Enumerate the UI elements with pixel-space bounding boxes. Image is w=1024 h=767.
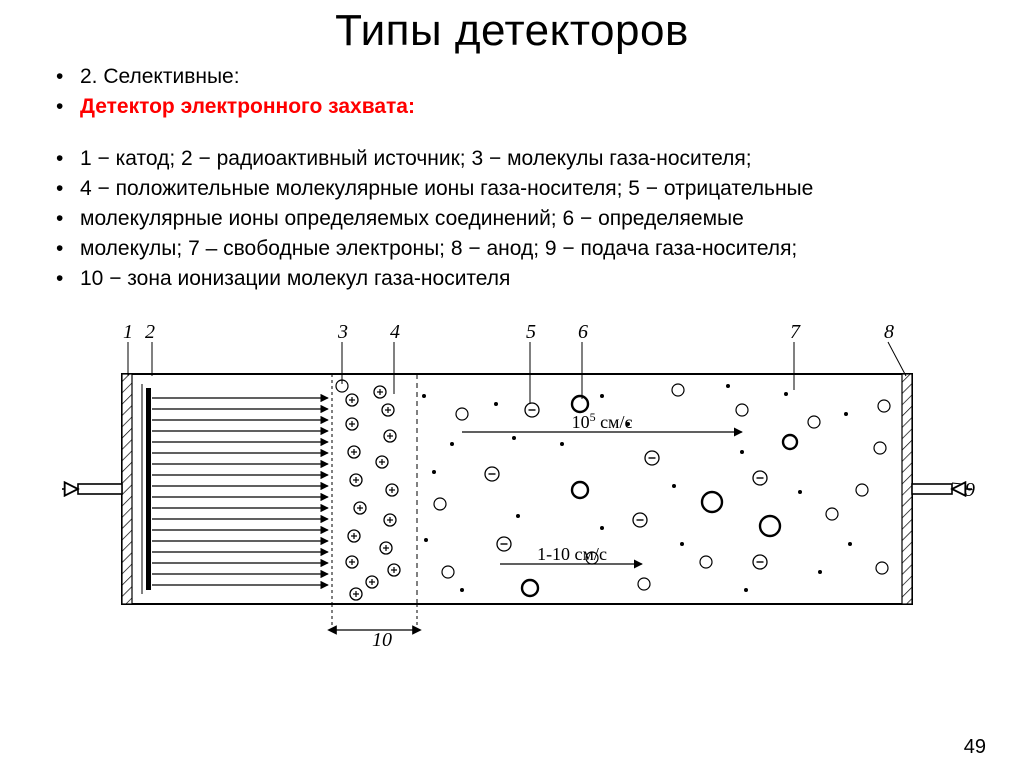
svg-text:7: 7 (790, 321, 801, 343)
svg-text:10: 10 (372, 629, 392, 651)
legend-4: молекулы; 7 – свободные электроны; 8 − а… (56, 234, 984, 264)
legend-2: 4 − положительные молекулярные ионы газа… (56, 174, 984, 204)
svg-text:4: 4 (390, 321, 400, 343)
detector-svg: 105 см/с 1-10 см/с 12 3 4 5 6 7 8 9 10 (42, 314, 982, 674)
bullet-2: Детектор электронного захвата: (56, 92, 984, 122)
svg-text:9: 9 (965, 479, 975, 501)
legend-5: 10 − зона ионизации молекул газа-носител… (56, 264, 984, 294)
content: 2. Селективные: Детектор электронного за… (0, 62, 1024, 294)
slide-title: Типы детекторов (0, 6, 1024, 56)
legend-list: 1 − катод; 2 − радиоактивный источник; 3… (56, 144, 984, 294)
legend-1: 1 − катод; 2 − радиоактивный источник; 3… (56, 144, 984, 174)
slide: Типы детекторов 2. Селективные: Детектор… (0, 6, 1024, 767)
page-number: 49 (964, 736, 986, 759)
svg-text:2: 2 (145, 321, 155, 343)
legend-3: молекулярные ионы определяемых соединени… (56, 204, 984, 234)
svg-text:8: 8 (884, 321, 894, 343)
svg-text:5: 5 (526, 321, 536, 343)
bullet-1: 2. Селективные: (56, 62, 984, 92)
svg-text:1-10 см/с: 1-10 см/с (537, 544, 607, 564)
svg-text:3: 3 (337, 321, 348, 343)
bullet-list: 2. Селективные: Детектор электронного за… (56, 62, 984, 122)
svg-text:6: 6 (578, 321, 588, 343)
bullet-2-text: Детектор электронного захвата: (80, 95, 415, 118)
svg-text:105 см/с: 105 см/с (572, 410, 633, 432)
svg-text:1: 1 (123, 321, 133, 343)
diagram: 105 см/с 1-10 см/с 12 3 4 5 6 7 8 9 10 (42, 314, 982, 679)
